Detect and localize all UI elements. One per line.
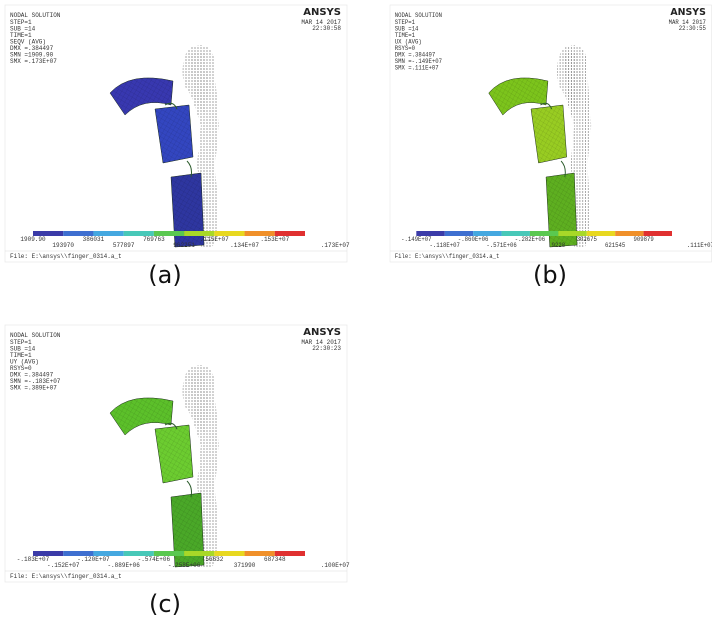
caption: (a) xyxy=(148,261,181,289)
legend-label: -.258E+06 xyxy=(168,562,201,569)
file-name: File: E:\ansys\\finger_0314.a_t xyxy=(10,573,122,580)
legend-label: .153E+07 xyxy=(260,236,289,243)
legend-label: 1909.90 xyxy=(20,236,46,243)
legend-label: .111E+07 xyxy=(687,242,712,249)
legend-label: -.120E+07 xyxy=(77,556,110,563)
info-line: SMX =.389E+07 xyxy=(10,385,57,392)
time: 22:30:58 xyxy=(312,25,341,32)
legend-label: -.282E+06 xyxy=(515,236,546,243)
legend-label: -.860E+06 xyxy=(458,236,489,243)
legend-label: 56632 xyxy=(205,556,223,563)
legend-label: -.183E+07 xyxy=(17,556,50,563)
legend-label: 371990 xyxy=(234,562,256,569)
legend-label: -.889E+06 xyxy=(107,562,140,569)
file-name: File: E:\ansys\\finger_0314.a_t xyxy=(395,253,500,260)
legend-label: 769763 xyxy=(143,236,165,243)
time: 22:30:55 xyxy=(679,25,707,32)
legend-label: -.574E+06 xyxy=(138,556,171,563)
figure-canvas: NODAL SOLUTIONSTEP=1SUB =14TIME=1SEQV (A… xyxy=(0,0,712,629)
file-name: File: E:\ansys\\finger_0314.a_t xyxy=(10,253,122,260)
legend-label: -.152E+07 xyxy=(47,562,80,569)
panel-title: NODAL SOLUTION xyxy=(10,12,61,19)
figure: NODAL SOLUTIONSTEP=1SUB =14TIME=1SEQV (A… xyxy=(0,0,712,629)
legend-label: 909879 xyxy=(633,236,654,243)
legend-label: 621545 xyxy=(605,242,626,249)
legend-label: 386031 xyxy=(83,236,105,243)
legend-label: .115E+07 xyxy=(200,236,229,243)
logo: ANSYS xyxy=(303,327,341,338)
legend-label: -.571E+06 xyxy=(486,242,517,249)
legend-label: .100E+07 xyxy=(321,562,350,569)
legend-label: 302675 xyxy=(577,236,598,243)
legend-label: 193970 xyxy=(52,242,74,249)
logo: ANSYS xyxy=(303,7,341,18)
legend-label: .134E+07 xyxy=(230,242,259,249)
panel-title: NODAL SOLUTION xyxy=(10,332,61,339)
caption: (b) xyxy=(533,261,567,289)
info-line: SMX =.111E+07 xyxy=(395,64,439,71)
legend-label: 9228 xyxy=(552,242,566,249)
legend-label: 577897 xyxy=(113,242,135,249)
legend-label: 962251 xyxy=(173,242,195,249)
time: 22:30:23 xyxy=(312,345,341,352)
caption: (c) xyxy=(149,590,181,618)
legend-label: -.118E+07 xyxy=(430,242,461,249)
legend-label: .173E+07 xyxy=(321,242,350,249)
legend-label: -.149E+07 xyxy=(401,236,432,243)
logo: ANSYS xyxy=(670,7,705,18)
info-line: SMX =.173E+07 xyxy=(10,58,57,65)
legend-label: 687348 xyxy=(264,556,286,563)
